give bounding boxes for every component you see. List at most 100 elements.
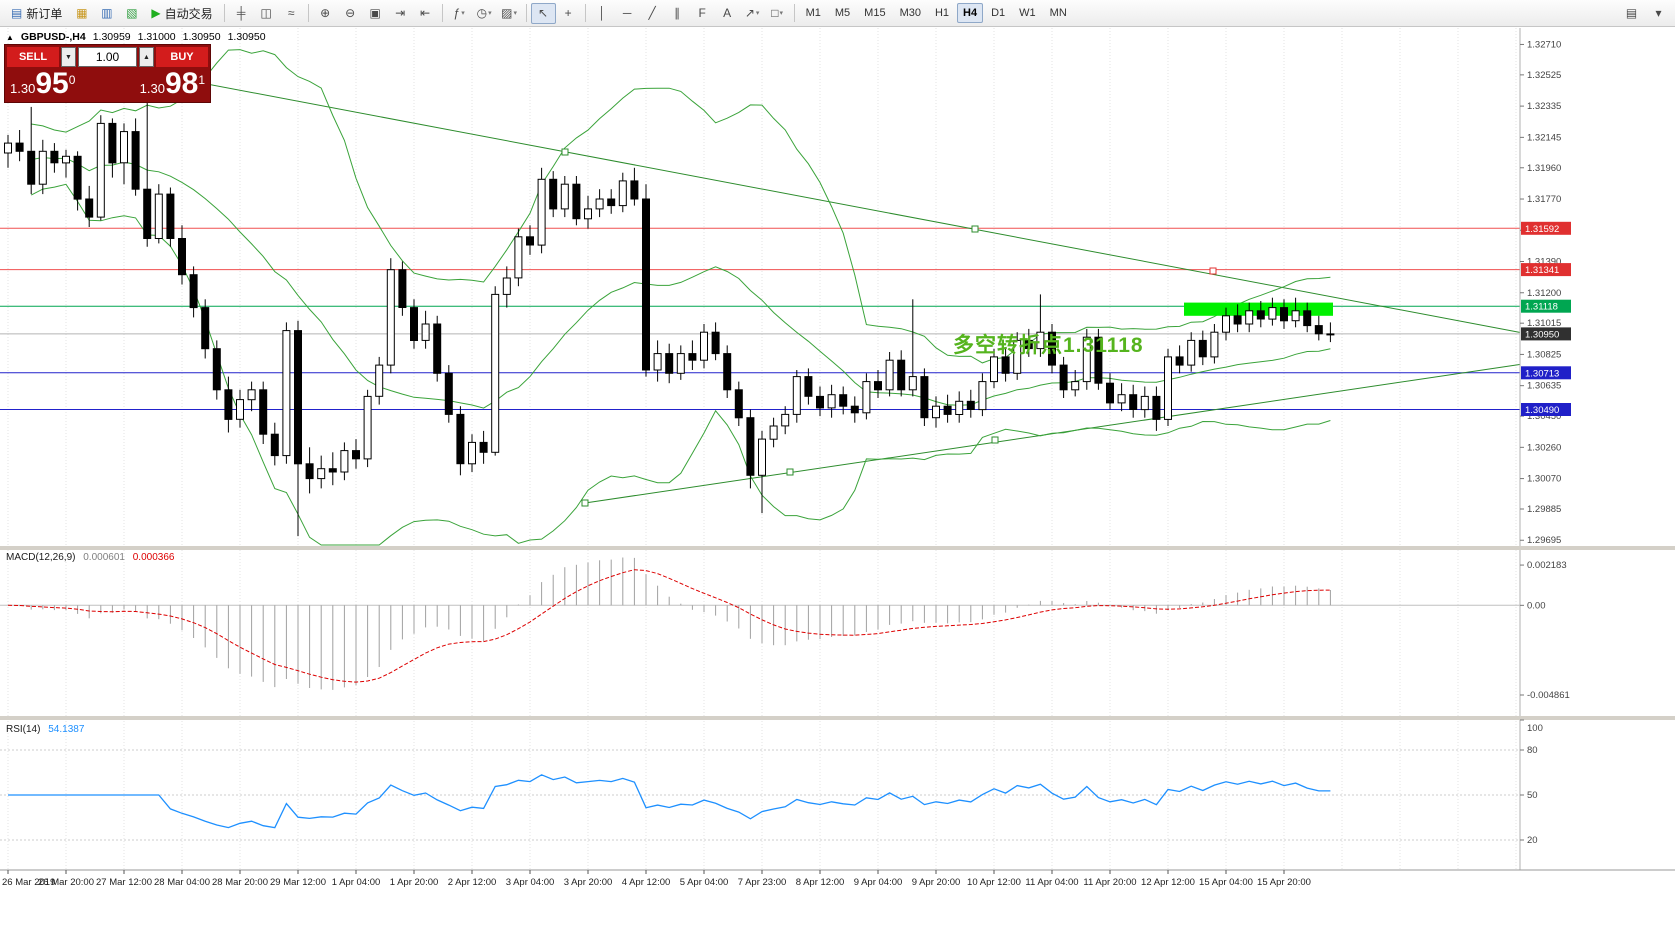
text-icon[interactable]: A (723, 6, 732, 20)
bollinger-lower-band[interactable] (30, 183, 1331, 546)
buy-button[interactable]: BUY (156, 47, 208, 67)
rsi-name: RSI(14) (6, 724, 41, 735)
object-handle[interactable] (991, 436, 999, 444)
sell-price[interactable]: 1.30 95 0 (10, 68, 75, 100)
time-axis-label: 2 Apr 12:00 (448, 877, 497, 888)
object-handle[interactable] (561, 148, 569, 156)
crosshair-icon[interactable]: + (564, 6, 572, 20)
candle-body (1106, 382, 1114, 404)
panel-separator[interactable] (0, 546, 1675, 550)
timeframe-h1[interactable]: H1 (934, 7, 950, 19)
price-axis-label: 1.30825 (1527, 349, 1561, 360)
customize-toolbar-icon[interactable]: ▤ (1625, 6, 1638, 20)
time-axis-label: 9 Apr 04:00 (854, 877, 903, 888)
candle-body (920, 376, 929, 419)
volume-down-button[interactable]: ▼ (61, 47, 76, 67)
bollinger-upper-band[interactable] (31, 49, 1331, 364)
price-tag (1521, 366, 1571, 380)
timeframe-d1[interactable]: D1 (991, 7, 1006, 19)
object-handle[interactable] (971, 225, 979, 233)
trendline-icon[interactable]: ╱ (648, 6, 656, 20)
candle-body (236, 399, 244, 420)
data-window-icon[interactable]: ▥ (101, 6, 113, 20)
object-handle[interactable] (581, 499, 589, 507)
volume-up-button[interactable]: ▲ (139, 47, 154, 67)
one-click-collapse-icon[interactable]: ▲ (6, 32, 14, 42)
toolbar-separator (584, 4, 586, 22)
chevron-down-icon: ▾ (488, 10, 492, 17)
zoom-out-icon[interactable]: ⊖ (345, 6, 356, 20)
timeframe-h4[interactable]: H4 (957, 3, 984, 23)
candle-body (746, 417, 755, 476)
indicators-icon[interactable]: ƒ ▾ (453, 6, 465, 20)
vertical-line-icon[interactable]: │ (598, 6, 606, 20)
candle-body (305, 463, 314, 480)
tile-windows-icon[interactable]: ▣ (369, 6, 381, 20)
candle-body (27, 150, 36, 185)
arrows-icon[interactable]: ↗ ▾ (744, 6, 760, 20)
candle-body (328, 468, 337, 473)
chart-canvas[interactable]: 0.002183 0.00 -0.004861 100 80 50 20 26 Mar 201… (0, 28, 1675, 947)
candle-body (352, 450, 360, 460)
horizontal-line-icon[interactable]: ─ (622, 6, 632, 20)
price-tag-label: 1.31592 (1525, 224, 1559, 235)
time-axis-label: 29 Mar 12:00 (270, 877, 326, 888)
timeframe-m30[interactable]: M30 (899, 7, 921, 19)
shapes-icon[interactable]: □ ▾ (771, 6, 783, 20)
equidistant-channel-icon[interactable]: ∥ (674, 6, 681, 20)
candle-body (1059, 364, 1068, 391)
candle-body (874, 381, 882, 391)
rsi-axis-label: 50 (1527, 790, 1538, 801)
buy-price[interactable]: 1.30 98 1 (140, 68, 205, 100)
candle-body (758, 438, 766, 476)
price-tag-label: 1.30713 (1525, 368, 1559, 379)
market-watch-icon[interactable]: ▦ (76, 6, 88, 20)
candle-body (143, 188, 152, 239)
autotrading-button[interactable]: ▶ 自动交易 (144, 2, 219, 24)
timeframe-m5[interactable]: M5 (834, 7, 851, 19)
candle-body (769, 425, 778, 440)
candle-body (375, 364, 384, 397)
candle-body (1280, 307, 1288, 322)
panel-separator[interactable] (0, 716, 1675, 720)
sell-button[interactable]: SELL (7, 47, 59, 67)
auto-scroll-icon[interactable]: ⇥ (395, 6, 406, 20)
toolbar-separator (223, 4, 225, 22)
time-axis-label: 9 Apr 20:00 (912, 877, 961, 888)
zoom-in-icon[interactable]: ⊕ (320, 6, 331, 20)
chart-shift-icon[interactable]: ⇤ (420, 6, 431, 20)
time-axis-label: 11 Apr 20:00 (1083, 877, 1136, 888)
timeframe-w1[interactable]: W1 (1019, 7, 1036, 19)
sell-price-prefix: 1.30 (10, 81, 36, 96)
new-order-button[interactable]: ▤ 新订单 (4, 2, 69, 24)
bollinger-middle-band[interactable] (31, 156, 1331, 409)
rsi-axis-label: 80 (1527, 745, 1538, 756)
templates-icon[interactable]: ▨ ▾ (501, 6, 518, 20)
timeframe-m15[interactable]: M15 (864, 7, 886, 19)
price-axis[interactable] (1520, 28, 1675, 870)
candlestick-chart-icon[interactable]: ◫ (260, 6, 272, 20)
time-axis[interactable] (0, 870, 1675, 947)
candle-body (618, 180, 627, 207)
fibonacci-icon[interactable]: F (698, 6, 706, 20)
periods-icon[interactable]: ◷ ▾ (476, 6, 492, 20)
timeframe-m1[interactable]: M1 (805, 7, 821, 19)
cursor-icon[interactable]: ↖ (530, 2, 556, 24)
navigator-icon[interactable]: ▧ (126, 6, 138, 20)
time-axis-label: 12 Apr 12:00 (1141, 877, 1195, 888)
line-chart-icon[interactable]: ≈ (287, 6, 295, 20)
macd-axis-label: 0.00 (1527, 600, 1546, 611)
timeframe-mn[interactable]: MN (1049, 7, 1067, 19)
object-handle[interactable] (786, 468, 794, 476)
candle-body (572, 183, 581, 220)
price-tag-label: 1.30950 (1525, 329, 1559, 340)
candle-body (1036, 331, 1045, 350)
chart-annotation-text[interactable]: 多空转折点1.31118 (953, 334, 1144, 357)
collapse-toolbar-icon[interactable]: ▾ (1655, 6, 1662, 20)
ohlc-open: 1.30959 (92, 31, 131, 43)
object-handle[interactable] (1209, 267, 1217, 275)
time-axis-label: 8 Apr 12:00 (796, 877, 845, 888)
volume-input[interactable] (78, 47, 137, 67)
candle-body (166, 193, 175, 240)
bar-chart-icon[interactable]: ╪ (236, 6, 246, 20)
